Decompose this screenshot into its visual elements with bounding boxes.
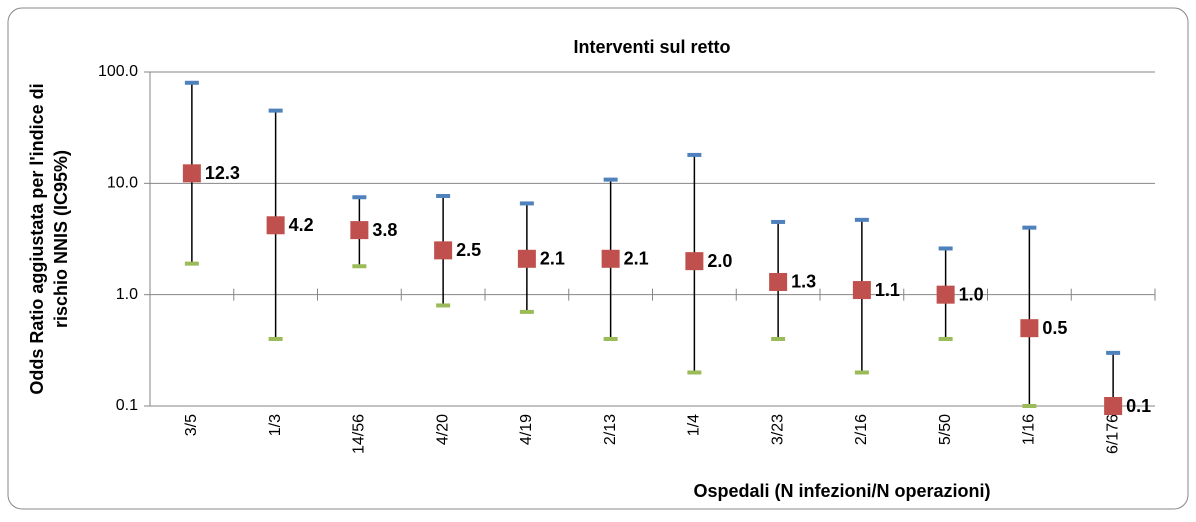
x-tick-label: 6/176 [1104,414,1121,454]
x-tick-label: 4/20 [434,414,451,445]
x-tick-label: 2/13 [602,414,619,445]
marker [1104,397,1123,415]
marker [936,285,955,304]
y-axis-title: rischio NNIS (IC95%) [51,150,71,328]
value-label: 0.5 [1042,318,1067,338]
marker [182,164,201,183]
value-label: 2.1 [540,249,565,269]
x-tick-label: 1/16 [1021,414,1038,445]
x-axis-title: Ospedali (N infezioni/N operazioni) [693,481,990,501]
x-tick-label: 1/4 [686,414,703,436]
y-tick-label: 100.0 [98,63,138,80]
value-label: 2.1 [624,249,649,269]
x-tick-label: 14/56 [351,414,368,454]
y-tick-label: 10.0 [107,175,138,192]
x-tick-label: 1/3 [267,414,284,436]
x-tick-label: 2/16 [853,414,870,445]
x-tick-label: 3/5 [183,414,200,436]
y-tick-label: 1.0 [116,286,138,303]
marker [434,241,453,260]
marker [685,252,704,271]
value-label: 2.0 [707,251,732,271]
x-tick-label: 4/19 [518,414,535,445]
chart-title: Interventi sul retto [573,37,730,57]
value-label: 1.1 [875,280,900,300]
marker [852,281,871,300]
value-label: 1.0 [959,284,984,304]
marker [1020,319,1039,338]
marker [601,249,620,268]
x-tick-label: 5/50 [937,414,954,445]
value-label: 2.5 [456,240,481,260]
value-label: 12.3 [205,163,240,183]
chart-border [7,7,1189,510]
marker [769,272,788,291]
value-label: 3.8 [372,220,397,240]
value-label: 4.2 [289,215,314,235]
marker [266,216,285,235]
y-tick-label: 0.1 [116,397,138,414]
x-tick-label: 3/23 [769,414,786,445]
marker [350,221,369,240]
value-label: 0.1 [1126,396,1151,416]
marker [517,249,536,268]
value-label: 1.3 [791,272,816,292]
y-axis-title: Odds Ratio aggiustata per l'indice di [27,83,47,394]
